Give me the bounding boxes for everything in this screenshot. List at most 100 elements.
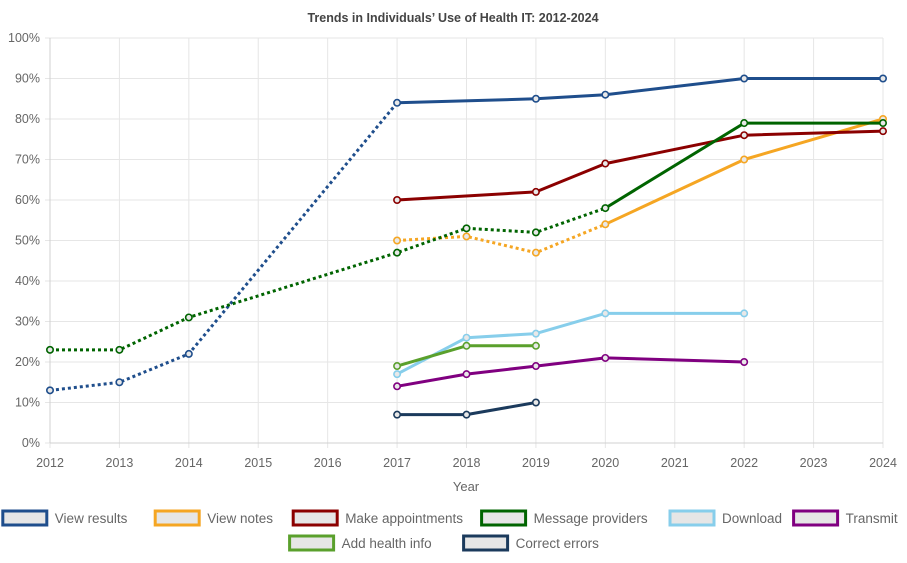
data-point[interactable] [462,224,471,233]
series-transmit [393,353,749,391]
legend-label: Add health info [342,536,432,551]
series-correct-errors [393,398,540,419]
legend-label: Message providers [534,511,648,526]
y-tick-label: 50% [15,234,40,248]
data-point[interactable] [601,159,610,168]
data-point[interactable] [393,410,402,419]
legend-swatch [1,509,49,527]
data-point[interactable] [601,353,610,362]
x-axis-title: Year [453,479,480,494]
legend-label: Download [722,511,782,526]
y-tick-label: 20% [15,355,40,369]
data-point[interactable] [393,382,402,391]
data-point[interactable] [462,341,471,350]
y-axis-ticks: 0% 10% 20% 30% 40% 50% 60% 70% 80% 90% 100% [8,31,40,450]
data-point[interactable] [740,74,749,83]
data-point[interactable] [531,329,540,338]
data-point[interactable] [531,187,540,196]
x-tick-label: 2018 [453,456,481,470]
data-point[interactable] [393,236,402,245]
series-download [393,309,749,379]
y-tick-label: 30% [15,315,40,329]
x-tick-label: 2016 [314,456,342,470]
data-point[interactable] [740,357,749,366]
legend-item-download[interactable]: Download [668,509,782,527]
chart-title: Trends in Individuals’ Use of Health IT:… [307,11,598,25]
legend-label: View notes [207,511,273,526]
legend-item-transmit[interactable]: Transmit [792,509,898,527]
y-tick-label: 0% [22,436,40,450]
x-tick-label: 2012 [36,456,64,470]
data-point[interactable] [531,398,540,407]
x-axis-ticks: 2012 2013 2014 2015 2016 2017 2018 2019 2020 2021… [36,456,897,470]
data-point[interactable] [115,378,124,387]
x-tick-label: 2017 [383,456,411,470]
y-tick-label: 10% [15,396,40,410]
legend-label: Transmit [846,511,898,526]
data-point[interactable] [531,341,540,350]
data-point[interactable] [601,204,610,213]
data-point[interactable] [393,370,402,379]
data-point[interactable] [740,131,749,140]
legend-item-make-appointments[interactable]: Make appointments [291,509,463,527]
data-point[interactable] [393,98,402,107]
legend-item-view-notes[interactable]: View notes [153,509,273,527]
data-point[interactable] [115,345,124,354]
series-line-solid [397,77,883,105]
grid [45,37,884,448]
x-tick-label: 2021 [661,456,689,470]
legend-swatch [668,509,716,527]
data-point[interactable] [393,196,402,205]
data-point[interactable] [184,313,193,322]
data-point[interactable] [601,309,610,318]
legend-label: Correct errors [516,536,600,551]
data-point[interactable] [462,333,471,342]
x-tick-label: 2023 [800,456,828,470]
data-point[interactable] [878,127,887,136]
x-tick-label: 2014 [175,456,203,470]
legend-swatch [288,534,336,552]
y-tick-label: 60% [15,193,40,207]
data-point[interactable] [462,410,471,419]
data-point[interactable] [531,248,540,257]
data-point[interactable] [393,362,402,371]
legend-item-correct-errors[interactable]: Correct errors [462,534,600,552]
series-line-solid [396,311,745,376]
data-point[interactable] [740,309,749,318]
data-point[interactable] [45,386,54,395]
x-tick-label: 2022 [730,456,758,470]
x-tick-label: 2013 [106,456,134,470]
series-message-providers [45,119,887,354]
data-point[interactable] [462,370,471,379]
data-point[interactable] [45,345,54,354]
y-tick-label: 90% [15,72,40,86]
series-line-dotted [49,101,399,392]
series-group [45,74,887,419]
legend-item-view-results[interactable]: View results [1,509,128,527]
data-point[interactable] [878,119,887,128]
x-tick-label: 2019 [522,456,550,470]
data-point[interactable] [462,232,471,241]
x-tick-label: 2015 [244,456,272,470]
legend-swatch [462,534,510,552]
data-point[interactable] [531,228,540,237]
legend-swatch [480,509,528,527]
data-point[interactable] [740,119,749,128]
data-point[interactable] [531,362,540,371]
series-make-appointments [393,127,887,205]
data-point[interactable] [601,220,610,229]
data-point[interactable] [878,74,887,83]
series-view-results [45,74,887,395]
data-point[interactable] [393,248,402,257]
data-point[interactable] [531,94,540,103]
y-tick-label: 70% [15,153,40,167]
legend-item-message-providers[interactable]: Message providers [480,509,648,527]
x-tick-label: 2020 [591,456,619,470]
legend-swatch [153,509,201,527]
data-point[interactable] [184,349,193,358]
legend-swatch [291,509,339,527]
data-point[interactable] [740,155,749,164]
legend-item-add-health-info[interactable]: Add health info [288,534,432,552]
data-point[interactable] [601,90,610,99]
